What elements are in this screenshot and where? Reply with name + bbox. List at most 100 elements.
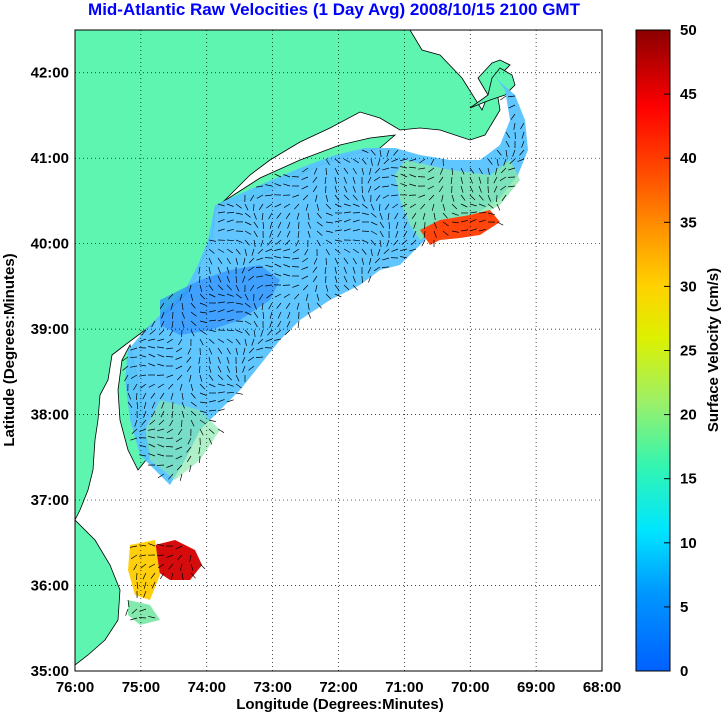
velocity-arrow <box>441 194 444 202</box>
velocity-arrow <box>133 383 138 391</box>
velocity-arrow <box>315 194 318 202</box>
velocity-arrow <box>393 239 399 246</box>
velocity-arrow <box>171 320 174 328</box>
velocity-arrow <box>235 383 242 389</box>
velocity-arrow <box>265 194 273 197</box>
velocity-arrow <box>496 221 504 226</box>
grid-lines <box>75 30 602 671</box>
velocity-arrow <box>208 329 216 332</box>
velocity-arrow <box>199 563 206 570</box>
velocity-arrow <box>343 176 347 184</box>
velocity-arrow <box>248 347 255 354</box>
velocity-arrow <box>235 374 240 382</box>
velocity-arrow <box>268 302 273 310</box>
velocity-arrow <box>379 230 384 238</box>
velocity-arrow <box>283 256 291 259</box>
velocity-arrow <box>139 364 147 367</box>
velocity-arrow <box>168 473 174 480</box>
velocity-arrow <box>175 455 183 460</box>
velocity-arrow <box>334 248 341 254</box>
velocity-arrow <box>140 563 147 569</box>
velocity-arrow <box>244 320 252 325</box>
velocity-arrow <box>226 319 234 322</box>
y-tick-label: 41:00 <box>31 150 69 167</box>
velocity-arrow <box>149 419 156 425</box>
velocity-arrow <box>478 219 486 223</box>
velocity-arrow <box>175 365 183 370</box>
velocity-arrow <box>156 554 165 556</box>
velocity-arrow <box>469 185 474 193</box>
velocity-arrow <box>316 293 320 301</box>
velocity-arrow <box>217 347 223 354</box>
velocity-arrow <box>269 230 273 238</box>
velocity-arrow <box>313 167 318 175</box>
velocity-arrow <box>493 176 498 184</box>
velocity-arrow <box>257 338 264 345</box>
velocity-arrow <box>478 185 482 193</box>
velocity-arrow <box>217 428 225 433</box>
velocity-arrow <box>352 229 360 232</box>
velocity-arrow <box>157 354 165 358</box>
velocity-arrow <box>361 212 369 215</box>
velocity-arrow <box>274 203 282 208</box>
velocity-arrow <box>248 365 255 371</box>
velocity-arrow <box>226 365 231 373</box>
velocity-arrow <box>334 284 340 291</box>
velocity-arrow <box>175 545 183 550</box>
velocity-arrow <box>352 266 356 274</box>
velocity-arrow <box>265 338 273 342</box>
velocity-arrow <box>226 383 234 387</box>
velocity-arrow <box>460 229 468 232</box>
velocity-arrow <box>161 401 165 409</box>
velocity-arrow <box>226 374 232 381</box>
velocity-arrow <box>176 347 183 353</box>
velocity-arrow <box>478 229 486 232</box>
velocity-arrow <box>387 212 390 220</box>
y-tick-label: 42:00 <box>31 65 69 82</box>
velocity-arrow <box>217 408 225 412</box>
velocity-arrow <box>148 363 156 367</box>
velocity-arrow <box>274 293 282 298</box>
velocity-arrow <box>275 239 282 245</box>
velocity-arrow <box>287 311 291 319</box>
velocity-arrow <box>409 166 417 169</box>
velocity-arrow <box>343 158 351 163</box>
velocity-arrow <box>379 212 383 220</box>
velocity-arrow <box>149 329 156 335</box>
velocity-arrow <box>307 230 311 238</box>
velocity-arrow <box>521 131 525 139</box>
velocity-arrow <box>302 257 309 263</box>
velocity-arrow <box>130 545 138 548</box>
velocity-region-blue-core <box>160 265 280 335</box>
velocity-arrow <box>217 284 224 291</box>
velocity-arrow <box>166 374 174 378</box>
velocity-arrow <box>400 173 408 178</box>
velocity-arrow <box>181 311 185 319</box>
velocity-arrow <box>143 590 147 598</box>
velocity-arrow <box>244 329 250 336</box>
velocity-arrow <box>386 149 390 157</box>
velocity-arrow <box>166 428 174 433</box>
y-axis-label: Latitude (Degrees:Minutes) <box>1 253 18 446</box>
velocity-arrow <box>168 563 174 570</box>
velocity-arrow <box>352 248 359 254</box>
velocity-arrow <box>442 212 448 219</box>
velocity-arrow <box>374 167 381 174</box>
velocity-arrow <box>157 473 165 479</box>
velocity-arrow <box>127 599 130 607</box>
velocity-arrow <box>487 203 494 209</box>
velocity-arrow <box>361 194 366 202</box>
velocity-arrow <box>325 284 329 292</box>
velocity-arrow <box>287 221 291 229</box>
velocity-arrow <box>256 275 264 278</box>
velocity-arrow <box>374 185 381 191</box>
velocity-arrow <box>478 176 482 184</box>
velocity-arrow <box>181 419 183 428</box>
velocity-arrow <box>361 158 367 165</box>
velocity-arrow <box>226 284 232 291</box>
velocity-arrow <box>297 230 300 238</box>
velocity-arrow <box>403 230 408 238</box>
velocity-arrow <box>199 428 204 436</box>
velocity-arrow <box>139 374 147 377</box>
velocity-arrow <box>156 464 165 466</box>
